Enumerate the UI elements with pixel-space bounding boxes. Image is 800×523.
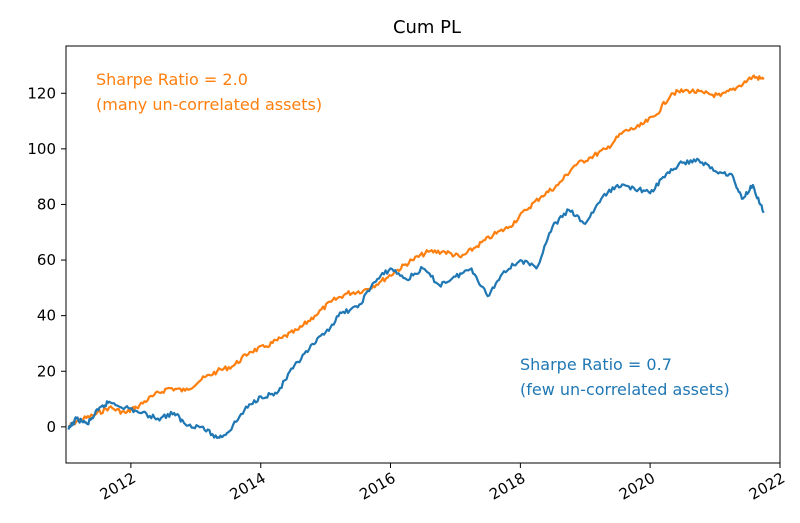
plot-area-frame	[65, 45, 781, 464]
x-tick-label: 2022	[746, 469, 788, 504]
series-line-1	[67, 74, 765, 428]
annotation-layer: Sharpe Ratio = 2.0 (many un-correlated as…	[96, 70, 730, 399]
chart-title: Cum PL	[393, 17, 461, 38]
y-tick-label: 20	[37, 362, 56, 380]
y-tick-label: 40	[37, 307, 56, 325]
y-tick-label: 100	[27, 140, 56, 158]
x-tick-label: 2016	[356, 469, 398, 504]
series-annotation-1: (many un-correlated assets)	[96, 95, 322, 114]
y-tick-label: 80	[37, 195, 56, 213]
series-line-2	[67, 157, 765, 440]
series-layer	[67, 74, 765, 440]
y-tick-label: 0	[46, 418, 56, 436]
y-tick-label: 60	[37, 251, 56, 269]
x-axis: 2012 2014 2016 2018 2020 2022	[97, 463, 788, 504]
y-tick-label: 120	[27, 84, 56, 102]
x-tick-label: 2020	[616, 469, 658, 504]
series-annotation-1: Sharpe Ratio = 2.0	[96, 70, 248, 89]
x-tick-label: 2014	[227, 469, 269, 504]
y-axis: 0 20 40 60 80 100 120	[27, 84, 66, 436]
series-annotation-2: Sharpe Ratio = 0.7	[520, 355, 672, 374]
x-tick-label: 2012	[97, 469, 139, 504]
series-annotation-2: (few un-correlated assets)	[520, 380, 730, 399]
x-tick-label: 2018	[486, 469, 528, 504]
